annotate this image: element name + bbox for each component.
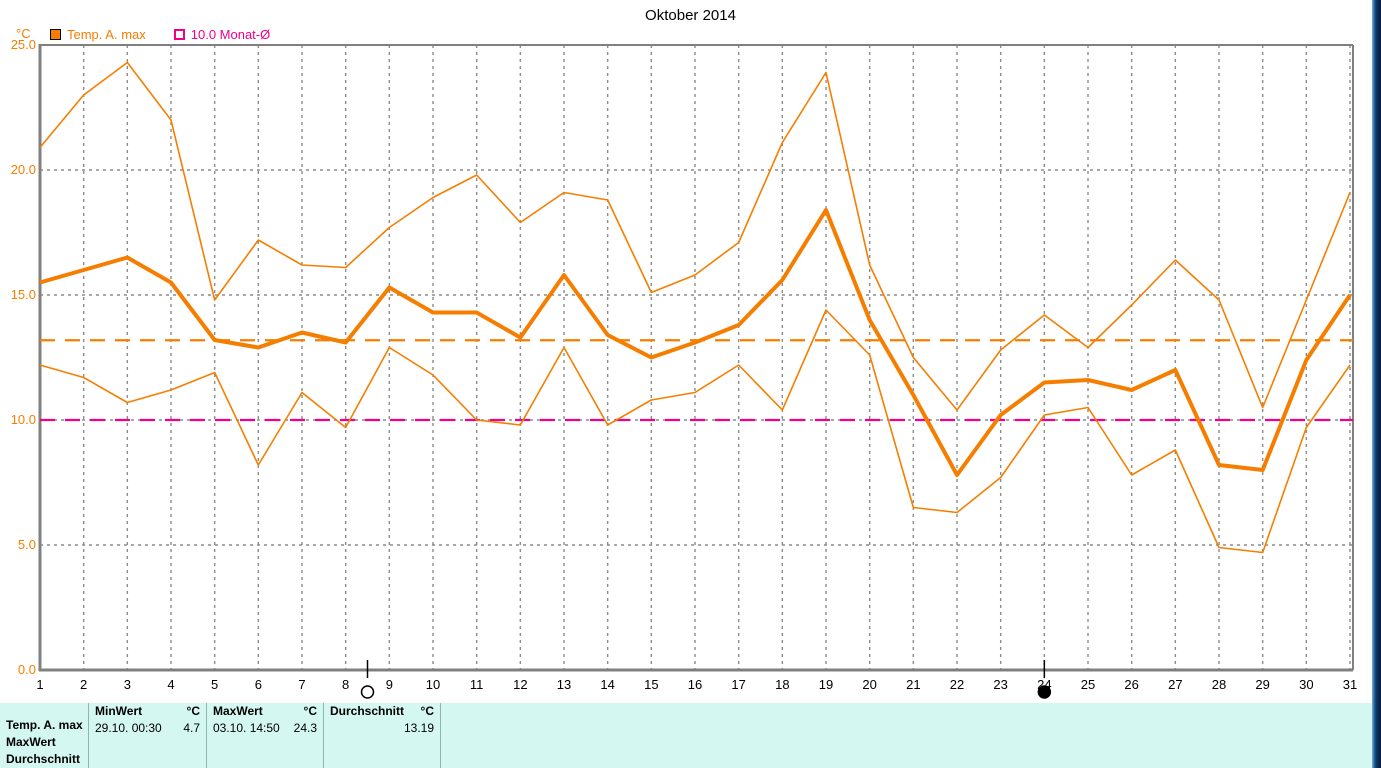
chart-legend: Temp. A. max 10.0 Monat-Ø [50,27,270,42]
svg-text:4: 4 [167,677,174,692]
minwert-value: 4.7 [183,721,200,735]
row-label-maxwert: MaxWert [6,735,56,749]
svg-text:10: 10 [426,677,440,692]
svg-text:14: 14 [600,677,614,692]
svg-text:2: 2 [80,677,87,692]
svg-text:10.0: 10.0 [11,412,36,427]
svg-text:5: 5 [211,677,218,692]
svg-text:25.0: 25.0 [11,37,36,52]
y-axis-unit-label: °C [16,26,31,41]
svg-text:5.0: 5.0 [18,537,36,552]
minwert-unit: °C [186,704,200,718]
maxwert-header: MaxWert [213,704,263,718]
svg-text:29: 29 [1255,677,1269,692]
svg-text:16: 16 [688,677,702,692]
svg-text:20: 20 [862,677,876,692]
svg-text:22: 22 [950,677,964,692]
new-moon-icon [1037,685,1052,699]
row-label-durchschnitt: Durchschnitt [6,752,81,766]
table-group-maxwert: MaxWert °C 03.10. 14:50 24.3 [206,703,323,768]
maxwert-unit: °C [303,704,317,718]
maxwert-datetime: 03.10. 14:50 [213,721,280,735]
svg-text:23: 23 [993,677,1007,692]
svg-text:19: 19 [819,677,833,692]
svg-text:9: 9 [386,677,393,692]
maxwert-value: 24.3 [293,721,317,735]
minwert-header: MinWert [95,704,143,718]
summary-table: Temp. A. max MaxWert Durchschnitt MinWer… [0,703,1372,768]
svg-text:6: 6 [255,677,262,692]
table-group-minwert: MinWert °C 29.10. 00:30 4.7 [88,703,206,768]
svg-text:18: 18 [775,677,789,692]
svg-text:30: 30 [1299,677,1313,692]
legend-label: 10.0 Monat-Ø [190,27,271,42]
svg-text:12: 12 [513,677,527,692]
desktop-edge-strip [1372,0,1381,768]
svg-text:15: 15 [644,677,658,692]
legend-label: Temp. A. max [67,27,146,42]
svg-text:17: 17 [731,677,745,692]
svg-text:21: 21 [906,677,920,692]
temperature-line-chart: 25.020.015.010.05.00.01 2 3 4 5 6 7 8 9 10 11 12 13 1… [11,37,1357,699]
durchschnitt-unit: °C [420,704,434,718]
svg-text:15.0: 15.0 [11,287,36,302]
svg-text:31: 31 [1343,677,1357,692]
svg-text:27: 27 [1168,677,1182,692]
row-label-temp-a-max: Temp. A. max [6,718,83,732]
svg-text:7: 7 [298,677,305,692]
legend-item-monat-avg[interactable]: 10.0 Monat-Ø [173,27,271,42]
chart-title: Oktober 2014 [645,7,736,24]
table-row-labels: Temp. A. max MaxWert Durchschnitt [0,703,88,768]
durchschnitt-header: Durchschnitt [330,704,405,718]
svg-text:25: 25 [1081,677,1095,692]
minwert-datetime: 29.10. 00:30 [95,721,162,735]
svg-text:1: 1 [36,677,43,692]
svg-text:13: 13 [557,677,571,692]
svg-text:20.0: 20.0 [11,162,36,177]
legend-item-temp-a-max[interactable]: Temp. A. max [50,27,146,42]
svg-text:8: 8 [342,677,349,692]
svg-text:26: 26 [1124,677,1138,692]
full-moon-icon [360,685,375,699]
svg-text:11: 11 [470,677,484,692]
svg-text:0.0: 0.0 [18,662,36,677]
table-empty-area [440,703,1372,768]
table-group-durchschnitt: Durchschnitt °C 13.19 [323,703,440,768]
svg-text:3: 3 [124,677,131,692]
outline-square-icon [173,29,185,40]
durchschnitt-value: 13.19 [403,721,434,735]
svg-text:28: 28 [1212,677,1226,692]
filled-square-icon [50,29,61,40]
